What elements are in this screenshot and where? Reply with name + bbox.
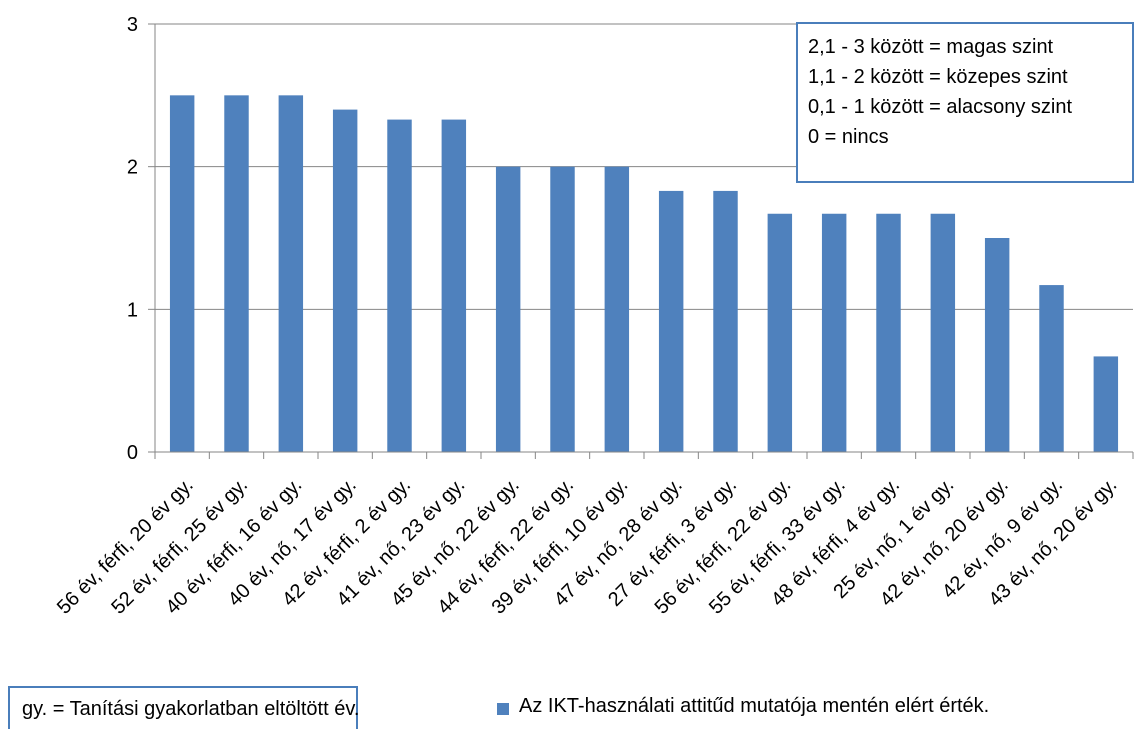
bar	[441, 119, 467, 452]
bar	[1093, 356, 1119, 452]
scale-line-none: 0 = nincs	[808, 126, 889, 148]
bar	[658, 190, 684, 453]
legend-swatch	[497, 703, 509, 715]
y-tick-label: 1	[127, 299, 138, 321]
bar	[278, 95, 304, 452]
note-box: gy. = Tanítási gyakorlatban eltöltött év…	[8, 686, 360, 729]
bar	[495, 166, 521, 452]
bar	[713, 190, 738, 453]
scale-line-medium: 1,1 - 2 között = közepes szint	[808, 66, 1068, 88]
bars	[169, 95, 1119, 453]
note-text: gy. = Tanítási gyakorlatban eltöltött év…	[22, 698, 360, 720]
y-tick-labels: 0 1 2 3	[127, 14, 138, 464]
scale-line-low: 0,1 - 1 között = alacsony szint	[808, 96, 1073, 118]
scale-line-high: 2,1 - 3 között = magas szint	[808, 36, 1054, 58]
x-tick-labels: 56 év, férfi, 20 év gy.52 év, férfi, 25 …	[53, 474, 1121, 619]
bar	[387, 119, 412, 452]
bar	[224, 95, 249, 452]
y-tick-label: 2	[127, 157, 138, 179]
scale-legend-box: 2,1 - 3 között = magas szint 1,1 - 2 köz…	[796, 22, 1134, 183]
axes	[154, 24, 1134, 459]
legend-label: Az IKT-használati attitűd mutatója menté…	[519, 695, 990, 717]
bar	[930, 213, 956, 452]
bar	[332, 109, 358, 452]
bar	[169, 95, 195, 452]
bar	[1039, 285, 1064, 452]
bar	[821, 213, 847, 452]
bar	[876, 213, 901, 452]
y-tick-label: 0	[127, 442, 138, 464]
bar	[550, 166, 575, 452]
bar	[984, 238, 1010, 452]
y-tick-label: 3	[127, 14, 138, 36]
bar	[604, 166, 630, 452]
bar	[767, 213, 793, 452]
